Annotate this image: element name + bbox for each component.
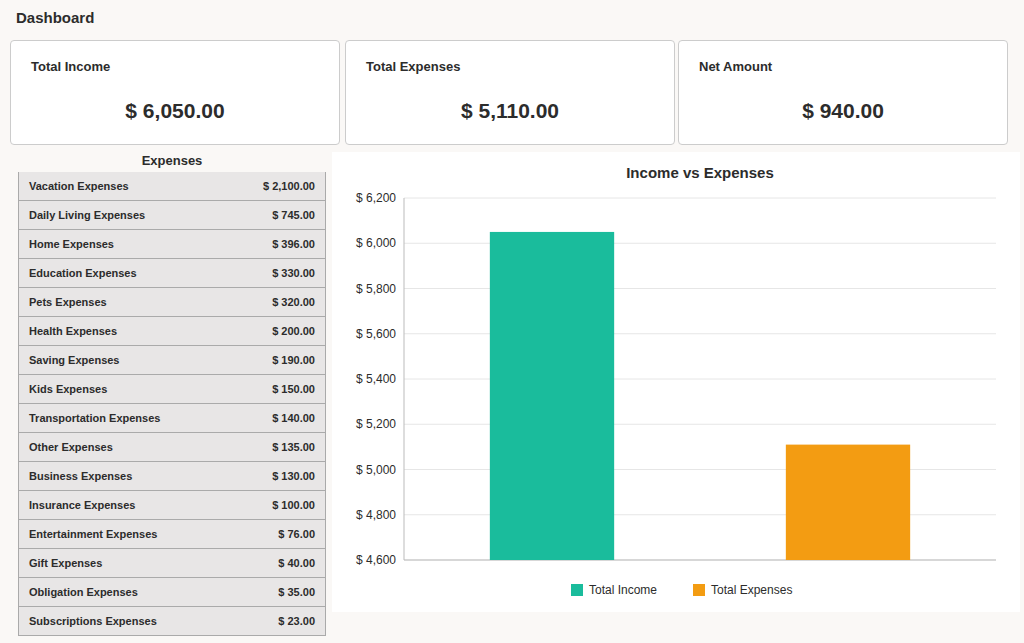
y-tick-label: $ 5,800 <box>356 282 396 296</box>
row-name: Health Expenses <box>29 325 117 337</box>
row-name: Obligation Expenses <box>29 586 138 598</box>
row-name: Vacation Expenses <box>29 180 129 192</box>
grid-line <box>404 198 996 199</box>
row-name: Entertainment Expenses <box>29 528 157 540</box>
row-name: Insurance Expenses <box>29 499 135 511</box>
row-name: Daily Living Expenses <box>29 209 145 221</box>
bar <box>490 232 614 560</box>
bar-chart: Income vs Expenses $ 4,600 $ 4,800 $ 5,000 $… <box>332 152 1020 612</box>
row-name: Other Expenses <box>29 441 113 453</box>
card: Net Amount $ 940.00 <box>678 40 1008 145</box>
legend-label: Total Expenses <box>711 583 792 597</box>
y-axis-line <box>404 198 405 560</box>
row-name: Kids Expenses <box>29 383 107 395</box>
card-label: Net Amount <box>699 59 772 74</box>
table-row: Home Expenses $ 396.00 <box>18 230 326 259</box>
table-row: Gift Expenses $ 40.00 <box>18 549 326 578</box>
row-name: Saving Expenses <box>29 354 120 366</box>
table-row: Vacation Expenses $ 2,100.00 <box>18 172 326 201</box>
legend: Total Income Total Expenses <box>571 583 792 597</box>
table-title: Expenses <box>18 150 326 172</box>
card-label: Total Income <box>31 59 110 74</box>
y-tick-label: $ 5,000 <box>356 463 396 477</box>
row-value: $ 140.00 <box>272 412 315 424</box>
card-value: $ 5,110.00 <box>346 99 674 123</box>
table-row: Pets Expenses $ 320.00 <box>18 288 326 317</box>
row-value: $ 745.00 <box>272 209 315 221</box>
row-name: Pets Expenses <box>29 296 107 308</box>
row-value: $ 135.00 <box>272 441 315 453</box>
legend-swatch <box>571 584 583 596</box>
row-value: $ 320.00 <box>272 296 315 308</box>
card: Total Income $ 6,050.00 <box>10 40 340 145</box>
row-value: $ 100.00 <box>272 499 315 511</box>
table-row: Daily Living Expenses $ 745.00 <box>18 201 326 230</box>
row-value: $ 396.00 <box>272 238 315 250</box>
row-value: $ 130.00 <box>272 470 315 482</box>
table-row: Kids Expenses $ 150.00 <box>18 375 326 404</box>
row-value: $ 150.00 <box>272 383 315 395</box>
row-value: $ 2,100.00 <box>263 180 315 192</box>
y-tick-label: $ 6,200 <box>356 191 396 205</box>
table-row: Business Expenses $ 130.00 <box>18 462 326 491</box>
table-row: Insurance Expenses $ 100.00 <box>18 491 326 520</box>
dashboard-title: Dashboard <box>16 9 94 26</box>
row-value: $ 40.00 <box>278 557 315 569</box>
y-tick-label: $ 4,600 <box>356 553 396 567</box>
card: Total Expenses $ 5,110.00 <box>345 40 675 145</box>
card-value: $ 6,050.00 <box>11 99 339 123</box>
row-value: $ 76.00 <box>278 528 315 540</box>
table-row: Entertainment Expenses $ 76.00 <box>18 520 326 549</box>
row-value: $ 330.00 <box>272 267 315 279</box>
row-name: Business Expenses <box>29 470 132 482</box>
row-name: Transportation Expenses <box>29 412 160 424</box>
table-row: Health Expenses $ 200.00 <box>18 317 326 346</box>
bars <box>490 232 910 560</box>
y-tick-label: $ 5,400 <box>356 372 396 386</box>
table-row: Transportation Expenses $ 140.00 <box>18 404 326 433</box>
table-row: Obligation Expenses $ 35.00 <box>18 578 326 607</box>
row-value: $ 200.00 <box>272 325 315 337</box>
table-row: Subscriptions Expenses $ 23.00 <box>18 607 326 636</box>
row-value: $ 35.00 <box>278 586 315 598</box>
expense-table: Expenses Vacation Expenses $ 2,100.00 Daily… <box>18 150 326 637</box>
table-row: Education Expenses $ 330.00 <box>18 259 326 288</box>
row-name: Education Expenses <box>29 267 137 279</box>
table-row: Saving Expenses $ 190.00 <box>18 346 326 375</box>
row-value: $ 23.00 <box>278 615 315 627</box>
y-tick-label: $ 5,600 <box>356 327 396 341</box>
y-tick-label: $ 6,000 <box>356 236 396 250</box>
y-tick-label: $ 4,800 <box>356 508 396 522</box>
chart-title: Income vs Expenses <box>626 164 774 181</box>
card-value: $ 940.00 <box>679 99 1007 123</box>
bar <box>786 445 910 560</box>
row-name: Home Expenses <box>29 238 114 250</box>
legend-label: Total Income <box>589 583 657 597</box>
row-name: Gift Expenses <box>29 557 102 569</box>
legend-swatch <box>693 584 705 596</box>
y-tick-label: $ 5,200 <box>356 417 396 431</box>
row-name: Subscriptions Expenses <box>29 615 157 627</box>
table-row: Other Expenses $ 135.00 <box>18 433 326 462</box>
row-value: $ 190.00 <box>272 354 315 366</box>
card-label: Total Expenses <box>366 59 460 74</box>
